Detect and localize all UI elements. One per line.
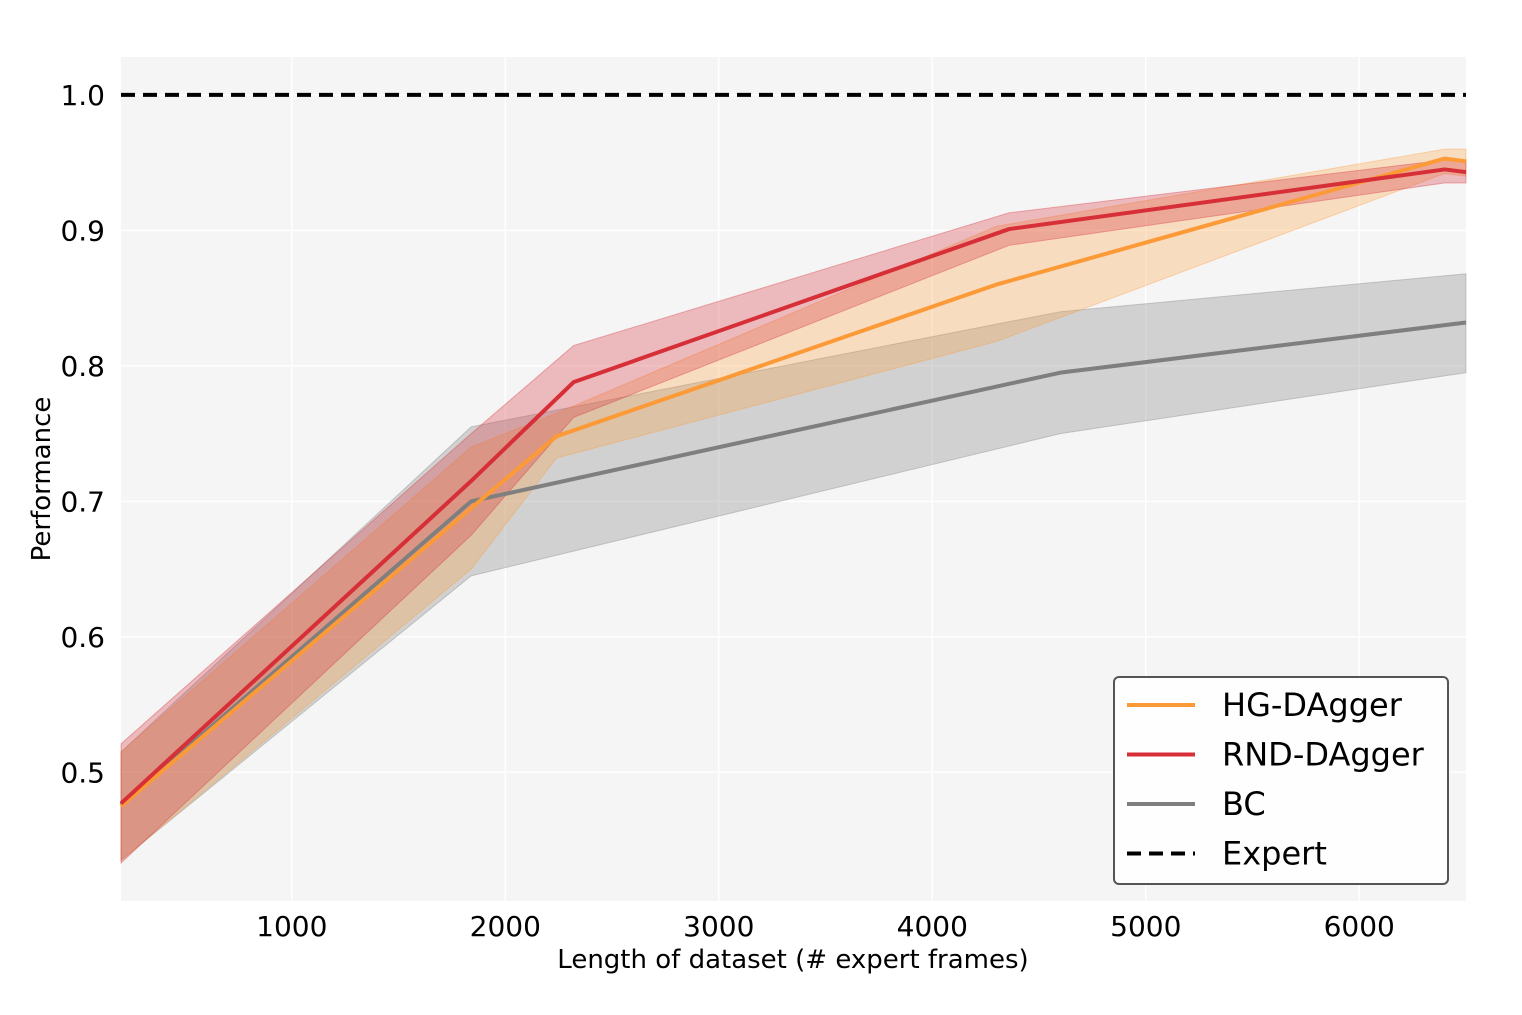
- y-tick-label: 0.7: [60, 485, 105, 518]
- legend-label-bc: BC: [1222, 785, 1266, 823]
- x-tick-label: 4000: [897, 910, 968, 943]
- x-tick-label: 2000: [470, 910, 541, 943]
- rnd-dagger-band: [120, 159, 1467, 865]
- bc-line: [119, 320, 1467, 807]
- y-tick-label: 0.9: [60, 214, 105, 247]
- series-lines: [119, 156, 1467, 808]
- x-tick-label: 6000: [1324, 910, 1395, 943]
- y-tick-label: 0.8: [60, 350, 105, 383]
- y-tick-label: 0.6: [60, 621, 105, 654]
- y-axis-ticks: 0.5 0.6 0.7 0.8 0.9 1.0: [60, 79, 105, 789]
- x-axis-label: Length of dataset (# expert frames): [557, 945, 1028, 975]
- legend-label-expert: Expert: [1222, 835, 1327, 873]
- confidence-bands: [120, 148, 1467, 865]
- x-axis-ticks: 1000 2000 3000 4000 5000 6000: [256, 910, 1395, 943]
- rnd-dagger-line: [119, 167, 1467, 805]
- legend-label-hg-dagger: HG-DAgger: [1222, 686, 1403, 724]
- y-tick-label: 1.0: [60, 79, 105, 112]
- legend-label-rnd-dagger: RND-DAgger: [1222, 736, 1425, 774]
- bc-band: [120, 273, 1467, 862]
- y-tick-label: 0.5: [60, 756, 105, 789]
- x-tick-label: 1000: [256, 910, 327, 943]
- x-tick-label: 5000: [1110, 910, 1181, 943]
- legend-box: [1113, 676, 1449, 885]
- legend: HG-DAgger RND-DAgger BC Expert: [1113, 676, 1449, 885]
- y-axis-label: Performance: [27, 397, 57, 562]
- hg-dagger-band: [120, 148, 1467, 862]
- x-tick-label: 3000: [683, 910, 754, 943]
- hg-dagger-line: [119, 156, 1467, 808]
